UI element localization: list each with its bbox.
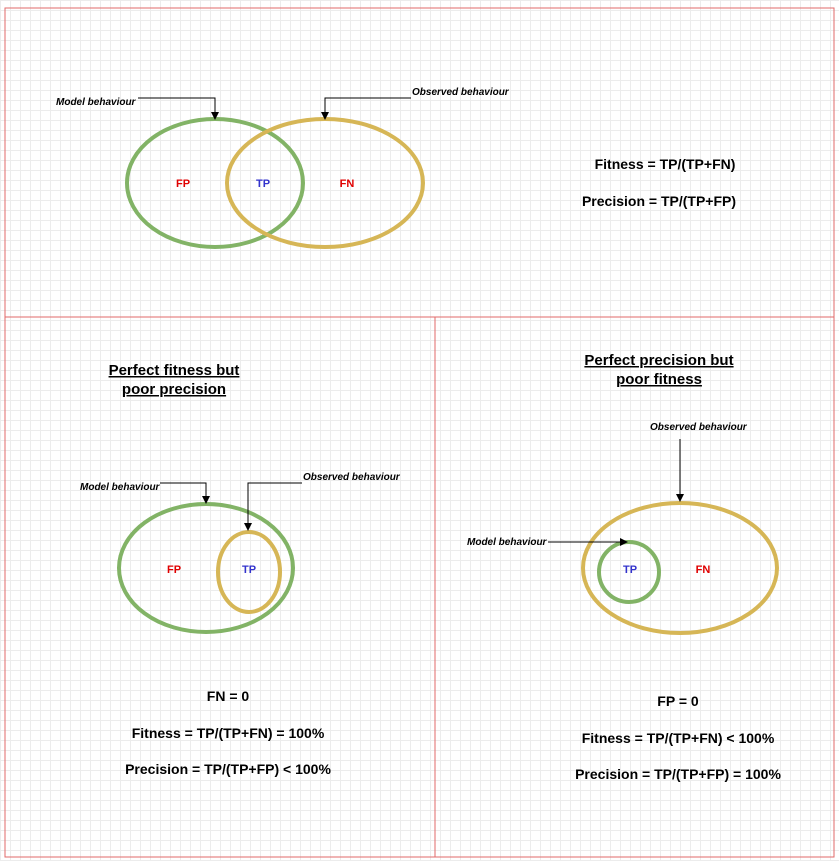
- br-heading-line2: poor fitness: [616, 371, 702, 388]
- bl-observed-label: Observed behaviour: [303, 472, 401, 483]
- bottom-right-panel: [434, 316, 835, 858]
- top-observed-arrow: [321, 97, 411, 120]
- top-precision-formula: Precision = TP/(TP+FP): [582, 193, 736, 209]
- bl-fp-label: FP: [167, 564, 181, 576]
- br-fn-label: FN: [696, 564, 711, 576]
- br-observed-label: Observed behaviour: [650, 422, 748, 433]
- top-fn-label: FN: [340, 178, 355, 190]
- top-model-ellipse: [125, 117, 305, 249]
- br-precision-formula: Precision = TP/(TP+FP) = 100%: [575, 766, 781, 782]
- br-heading-line1: Perfect precision but: [584, 352, 733, 369]
- br-model-label: Model behaviour: [467, 537, 548, 548]
- br-fp-zero: FP = 0: [657, 693, 699, 709]
- bl-observed-arrow: [244, 482, 302, 531]
- top-fitness-formula: Fitness = TP/(TP+FN): [595, 156, 736, 172]
- top-model-label: Model behaviour: [56, 97, 137, 108]
- br-model-ellipse: [597, 540, 661, 604]
- bl-fn-zero: FN = 0: [207, 688, 250, 704]
- bl-precision-formula: Precision = TP/(TP+FP) < 100%: [125, 761, 331, 777]
- bl-heading-line2: poor precision: [122, 381, 226, 398]
- br-observed-ellipse: [581, 501, 779, 635]
- bl-model-label: Model behaviour: [80, 482, 161, 493]
- top-tp-label: TP: [256, 178, 270, 190]
- bl-heading-line1: Perfect fitness but: [109, 362, 240, 379]
- bl-fitness-formula: Fitness = TP/(TP+FN) = 100%: [132, 725, 325, 741]
- bl-observed-ellipse: [216, 530, 282, 614]
- bl-tp-label: TP: [242, 564, 256, 576]
- top-model-arrow: [138, 97, 219, 120]
- br-tp-label: TP: [623, 564, 637, 576]
- top-fp-label: FP: [176, 178, 190, 190]
- bl-model-ellipse: [117, 502, 295, 634]
- br-fitness-formula: Fitness = TP/(TP+FN) < 100%: [582, 730, 775, 746]
- bl-model-arrow: [160, 482, 210, 504]
- top-observed-label: Observed behaviour: [412, 87, 510, 98]
